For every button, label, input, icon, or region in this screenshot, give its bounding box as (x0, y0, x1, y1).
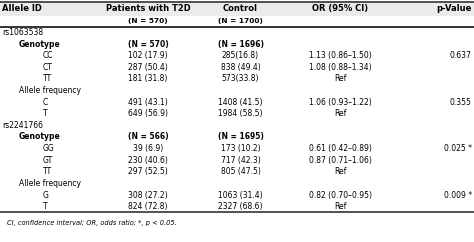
Text: 649 (56.9): 649 (56.9) (128, 109, 168, 118)
Text: 0.355: 0.355 (450, 98, 472, 107)
Text: Genotype: Genotype (19, 39, 61, 49)
Text: 491 (43.1): 491 (43.1) (128, 98, 168, 107)
Text: 0.009 *: 0.009 * (444, 190, 472, 200)
Text: Genotype: Genotype (19, 132, 61, 142)
Text: 285(16.8): 285(16.8) (222, 51, 259, 60)
Text: CC: CC (43, 51, 53, 60)
Text: 1063 (31.4): 1063 (31.4) (218, 190, 263, 200)
Text: 297 (52.5): 297 (52.5) (128, 167, 168, 176)
Text: 1984 (58.5): 1984 (58.5) (219, 109, 263, 118)
Text: p-Value: p-Value (436, 4, 472, 13)
Text: CI, confidence interval; OR, odds ratio; *, p < 0.05.: CI, confidence interval; OR, odds ratio;… (7, 220, 177, 226)
Text: Ref: Ref (334, 202, 346, 211)
Text: rs2241766: rs2241766 (2, 121, 43, 130)
Text: Ref: Ref (334, 74, 346, 83)
Text: 287 (50.4): 287 (50.4) (128, 63, 168, 72)
Text: 0.637: 0.637 (450, 51, 472, 60)
Text: rs1063538: rs1063538 (2, 28, 44, 37)
Text: OR (95% CI): OR (95% CI) (312, 4, 368, 13)
Text: Ref: Ref (334, 109, 346, 118)
Text: Allele frequency: Allele frequency (19, 86, 81, 95)
Text: TT: TT (43, 74, 52, 83)
Text: (N = 1695): (N = 1695) (218, 132, 264, 142)
Text: 0.82 (0.70–0.95): 0.82 (0.70–0.95) (309, 190, 372, 200)
Text: Allele ID: Allele ID (2, 4, 42, 13)
Text: 230 (40.6): 230 (40.6) (128, 156, 168, 165)
Text: CT: CT (43, 63, 53, 72)
Text: (N = 1700): (N = 1700) (218, 18, 263, 24)
Text: 838 (49.4): 838 (49.4) (221, 63, 260, 72)
Text: 824 (72.8): 824 (72.8) (128, 202, 168, 211)
Text: C: C (43, 98, 48, 107)
Text: (N = 566): (N = 566) (128, 132, 168, 142)
Text: GT: GT (43, 156, 53, 165)
Text: 308 (27.2): 308 (27.2) (128, 190, 168, 200)
Text: 39 (6.9): 39 (6.9) (133, 144, 163, 153)
Text: 805 (47.5): 805 (47.5) (220, 167, 261, 176)
Text: 173 (10.2): 173 (10.2) (221, 144, 260, 153)
Text: 573(33.8): 573(33.8) (222, 74, 259, 83)
Text: GG: GG (43, 144, 55, 153)
Text: Ref: Ref (334, 167, 346, 176)
Text: 2327 (68.6): 2327 (68.6) (219, 202, 263, 211)
Text: 0.87 (0.71–1.06): 0.87 (0.71–1.06) (309, 156, 372, 165)
Text: Patients with T2D: Patients with T2D (106, 4, 191, 13)
Text: TT: TT (43, 167, 52, 176)
Text: T: T (43, 109, 47, 118)
Text: 1408 (41.5): 1408 (41.5) (219, 98, 263, 107)
Text: (N = 570): (N = 570) (128, 39, 168, 49)
Bar (0, 2, 474, 15)
Text: 0.61 (0.42–0.89): 0.61 (0.42–0.89) (309, 144, 372, 153)
Text: (N = 570): (N = 570) (128, 18, 168, 24)
Text: 181 (31.8): 181 (31.8) (128, 74, 168, 83)
Text: (N = 1696): (N = 1696) (218, 39, 264, 49)
Text: Control: Control (223, 4, 258, 13)
Text: T: T (43, 202, 47, 211)
Text: 1.13 (0.86–1.50): 1.13 (0.86–1.50) (309, 51, 372, 60)
Text: 717 (42.3): 717 (42.3) (221, 156, 260, 165)
Text: Allele frequency: Allele frequency (19, 179, 81, 188)
Text: 1.08 (0.88–1.34): 1.08 (0.88–1.34) (309, 63, 372, 72)
Text: 0.025 *: 0.025 * (444, 144, 472, 153)
Text: G: G (43, 190, 48, 200)
Text: 102 (17.9): 102 (17.9) (128, 51, 168, 60)
Text: 1.06 (0.93–1.22): 1.06 (0.93–1.22) (309, 98, 372, 107)
